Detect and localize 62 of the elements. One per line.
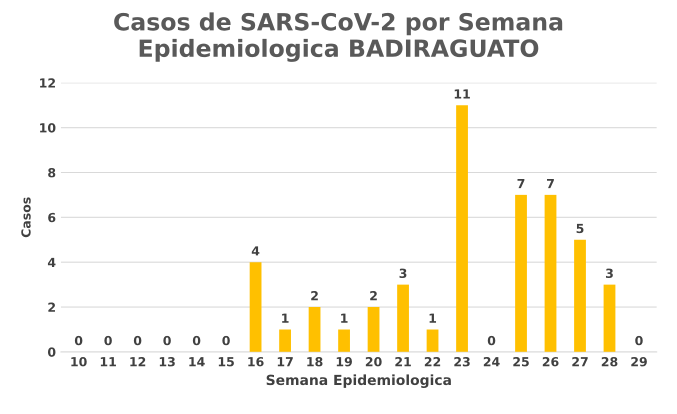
data-label: 11 bbox=[454, 89, 470, 98]
bar bbox=[338, 329, 350, 352]
x-tick-label: 19 bbox=[336, 356, 352, 366]
x-tick-label: 26 bbox=[542, 356, 559, 366]
data-label: 7 bbox=[547, 179, 554, 188]
data-label: 3 bbox=[400, 268, 406, 278]
x-tick-label: 25 bbox=[513, 356, 529, 366]
data-label: 5 bbox=[576, 224, 584, 234]
y-tick-label: 0 bbox=[48, 347, 56, 357]
data-label: 3 bbox=[606, 268, 613, 278]
x-tick-label: 27 bbox=[572, 356, 588, 366]
bar bbox=[574, 240, 586, 352]
x-axis-title: Semana Epidemiologica bbox=[266, 374, 451, 388]
x-tick-label: 17 bbox=[278, 357, 293, 366]
bar bbox=[279, 329, 291, 352]
data-label: 1 bbox=[282, 314, 289, 323]
data-label: 0 bbox=[488, 336, 496, 346]
x-tick-label: 16 bbox=[248, 356, 264, 366]
x-tick-label: 15 bbox=[218, 357, 234, 366]
x-tick-label: 21 bbox=[395, 356, 411, 366]
x-tick-label: 13 bbox=[160, 356, 175, 366]
chart-title: Casos de SARS-CoV-2 por Semana Epidemiologica BADIRAGUATO bbox=[114, 12, 562, 62]
x-tick-label: 24 bbox=[484, 356, 500, 366]
data-label: 0 bbox=[163, 336, 171, 346]
data-label: 0 bbox=[74, 336, 82, 346]
x-tick-label: 12 bbox=[130, 356, 146, 366]
data-label: 7 bbox=[518, 179, 524, 188]
y-tick-label: 10 bbox=[40, 123, 56, 133]
x-tick-label: 10 bbox=[71, 356, 87, 366]
x-tick-label: 23 bbox=[454, 356, 470, 366]
data-label: 0 bbox=[104, 336, 112, 346]
data-label: 1 bbox=[341, 314, 348, 323]
data-label: 0 bbox=[222, 336, 230, 346]
data-label: 0 bbox=[134, 336, 142, 346]
bar bbox=[515, 194, 527, 352]
bar bbox=[397, 284, 409, 352]
x-tick-label: 22 bbox=[424, 356, 440, 366]
bar bbox=[308, 307, 320, 352]
bar bbox=[456, 105, 468, 352]
y-tick-label: 12 bbox=[40, 78, 55, 88]
data-label: 0 bbox=[192, 336, 200, 346]
x-tick-label: 28 bbox=[602, 356, 618, 366]
bar bbox=[426, 329, 438, 352]
x-tick-label: 14 bbox=[189, 357, 205, 366]
bar bbox=[544, 194, 556, 352]
x-tick-label: 20 bbox=[366, 356, 382, 366]
y-tick-label: 8 bbox=[48, 168, 56, 178]
bar bbox=[368, 307, 380, 352]
y-tick-label: 2 bbox=[48, 302, 55, 312]
y-tick-label: 6 bbox=[48, 212, 56, 222]
x-tick-label: 11 bbox=[100, 357, 116, 366]
data-label: 2 bbox=[370, 291, 377, 300]
y-tick-label: 4 bbox=[48, 258, 56, 267]
x-tick-label: 18 bbox=[307, 356, 322, 366]
bar bbox=[604, 284, 616, 352]
y-axis-title: Casos bbox=[21, 197, 31, 238]
data-label: 0 bbox=[635, 336, 643, 346]
bar bbox=[250, 262, 262, 352]
x-tick-label: 29 bbox=[631, 356, 647, 366]
data-label: 2 bbox=[311, 291, 318, 300]
data-label: 4 bbox=[252, 246, 260, 256]
data-label: 1 bbox=[430, 314, 436, 323]
